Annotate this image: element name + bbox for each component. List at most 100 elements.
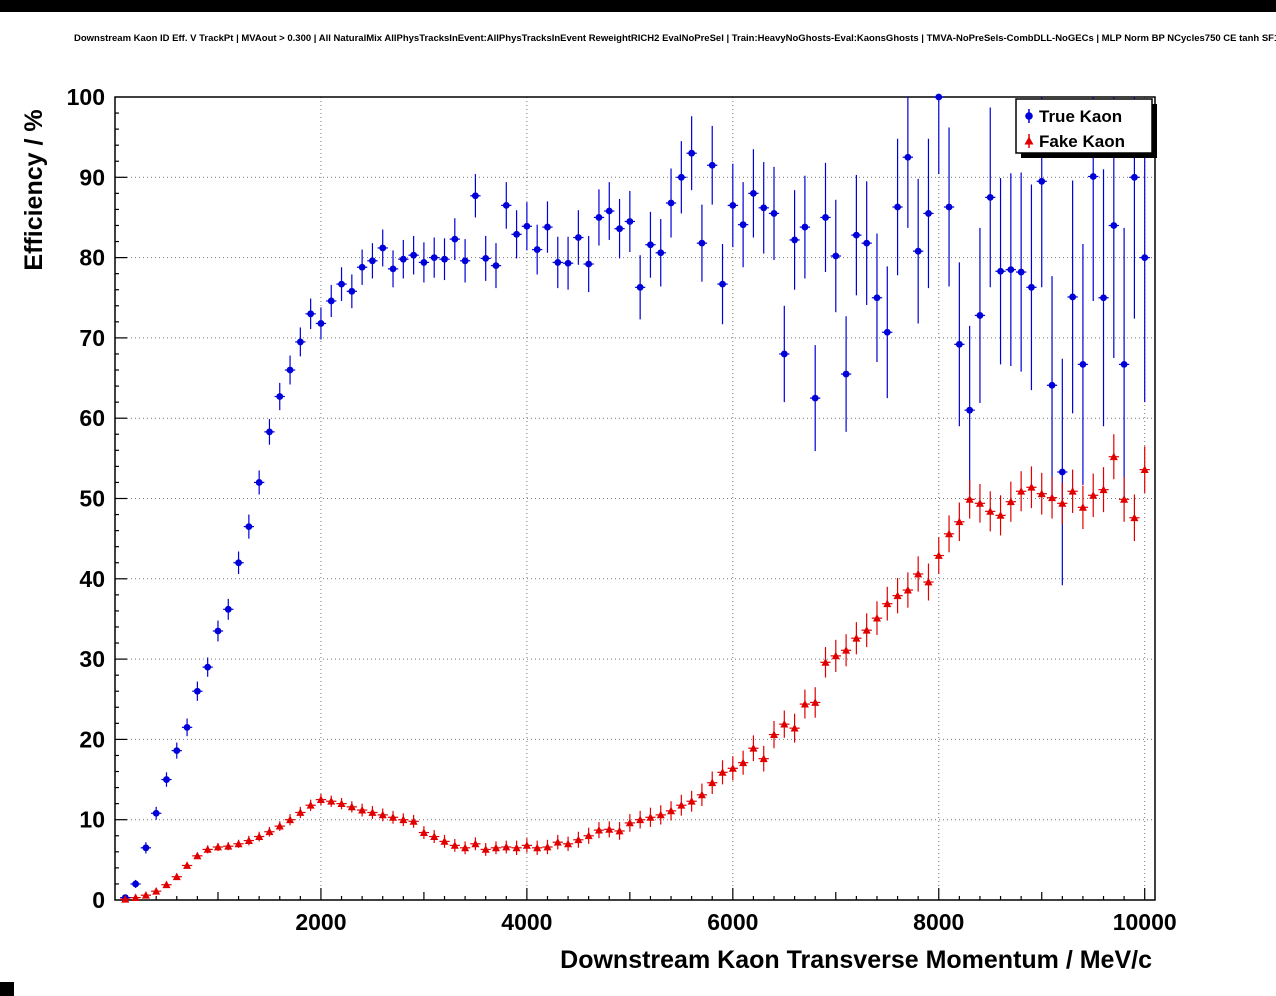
data-point-fake-kaon [244, 836, 253, 844]
data-point-true-kaon [348, 287, 356, 295]
data-point-fake-kaon [286, 815, 295, 824]
y-tick-label: 0 [92, 887, 105, 913]
y-tick-label: 90 [79, 164, 105, 190]
data-point-true-kaon [863, 239, 871, 247]
y-tick-label: 30 [79, 646, 105, 672]
data-point-fake-kaon [193, 851, 202, 860]
data-point-fake-kaon [862, 625, 871, 634]
data-point-true-kaon [997, 267, 1004, 275]
data-point-true-kaon [1110, 222, 1118, 229]
data-point-true-kaon [1038, 177, 1046, 185]
data-point-true-kaon [224, 605, 232, 613]
data-point-true-kaon [461, 257, 469, 265]
data-point-fake-kaon [141, 890, 150, 899]
data-point-true-kaon [1058, 468, 1066, 476]
data-point-fake-kaon [872, 613, 881, 622]
data-point-true-kaon [925, 210, 932, 217]
data-point-fake-kaon [965, 495, 974, 503]
data-point-true-kaon [873, 294, 881, 302]
data-point-fake-kaon [378, 810, 387, 819]
data-point-fake-kaon [625, 818, 634, 827]
x-tick-label: 2000 [295, 909, 346, 935]
legend-box [1015, 98, 1153, 154]
data-point-true-kaon [574, 234, 582, 241]
data-point-true-kaon [399, 255, 407, 263]
data-point-fake-kaon [316, 795, 325, 804]
data-point-fake-kaon [718, 768, 727, 776]
data-point-fake-kaon [646, 813, 655, 821]
data-point-true-kaon [955, 340, 963, 348]
data-point-true-kaon [266, 428, 273, 436]
data-point-fake-kaon [265, 827, 274, 836]
grid-layer [115, 97, 1155, 900]
data-point-fake-kaon [131, 893, 140, 901]
data-point-true-kaon [420, 259, 428, 266]
data-point-true-kaon [1100, 294, 1107, 302]
data-point-fake-kaon [605, 825, 614, 833]
data-point-true-kaon [513, 230, 520, 238]
data-point-fake-kaon [224, 841, 233, 850]
x-tick-label: 10000 [1113, 909, 1177, 935]
data-point-fake-kaon [399, 815, 408, 824]
data-point-fake-kaon [739, 758, 748, 767]
data-point-fake-kaon [502, 842, 511, 851]
data-point-true-kaon [1017, 268, 1025, 276]
series-layer [120, 93, 1150, 903]
data-point-true-kaon [410, 251, 418, 259]
data-point-true-kaon [1048, 381, 1056, 389]
data-point-true-kaon [729, 202, 737, 209]
data-point-true-kaon [750, 189, 757, 197]
data-point-true-kaon [883, 328, 891, 336]
data-point-fake-kaon [955, 517, 964, 526]
data-point-fake-kaon [172, 872, 181, 881]
data-point-fake-kaon [419, 828, 428, 836]
x-tick-label: 4000 [501, 909, 552, 935]
legend-marker-fake-kaon-icon [1024, 136, 1034, 145]
data-point-fake-kaon [770, 730, 779, 738]
data-point-true-kaon [286, 366, 294, 374]
bottom-left-corner [0, 982, 14, 996]
data-point-fake-kaon [883, 599, 892, 608]
data-point-fake-kaon [409, 817, 418, 825]
data-point-fake-kaon [584, 831, 593, 840]
data-point-fake-kaon [1017, 487, 1026, 495]
data-point-fake-kaon [327, 797, 336, 805]
data-point-true-kaon [636, 283, 644, 291]
data-point-true-kaon [276, 393, 284, 400]
data-point-true-kaon [554, 259, 562, 266]
data-point-fake-kaon [790, 723, 799, 732]
data-point-fake-kaon [358, 805, 367, 814]
data-point-fake-kaon [1037, 489, 1046, 498]
data-point-fake-kaon [1140, 465, 1149, 473]
data-point-fake-kaon [893, 591, 902, 600]
data-point-fake-kaon [852, 634, 861, 642]
data-point-true-kaon [523, 222, 531, 230]
data-point-true-kaon [904, 153, 912, 161]
data-point-true-kaon [214, 627, 222, 635]
data-point-fake-kaon [368, 808, 377, 816]
data-point-true-kaon [235, 559, 242, 567]
legend-label-fake-kaon: Fake Kaon [1039, 132, 1125, 151]
data-point-true-kaon [801, 223, 809, 231]
data-point-fake-kaon [440, 837, 449, 845]
data-point-true-kaon [245, 523, 253, 531]
data-point-true-kaon [986, 193, 994, 201]
data-point-fake-kaon [347, 802, 356, 811]
y-axis-title: Efficiency / % [20, 109, 48, 270]
axes-frame-layer [114, 96, 1156, 901]
data-point-true-kaon [1131, 173, 1138, 181]
y-tick-label: 50 [79, 486, 105, 512]
top-border [0, 0, 1276, 12]
y-tick-label: 10 [79, 807, 105, 833]
y-tick-label: 80 [79, 245, 105, 271]
data-point-true-kaon [1141, 254, 1149, 261]
data-point-true-kaon [379, 244, 387, 252]
data-point-true-kaon [1028, 283, 1035, 291]
data-point-fake-kaon [491, 843, 500, 852]
data-point-true-kaon [430, 254, 438, 261]
legend-label-true-kaon: True Kaon [1039, 107, 1122, 126]
data-point-fake-kaon [636, 815, 645, 824]
data-point-fake-kaon [759, 754, 768, 763]
data-point-true-kaon [688, 149, 696, 157]
plot-title: Downstream Kaon ID Eff. V TrackPt | MVAo… [74, 33, 1276, 44]
